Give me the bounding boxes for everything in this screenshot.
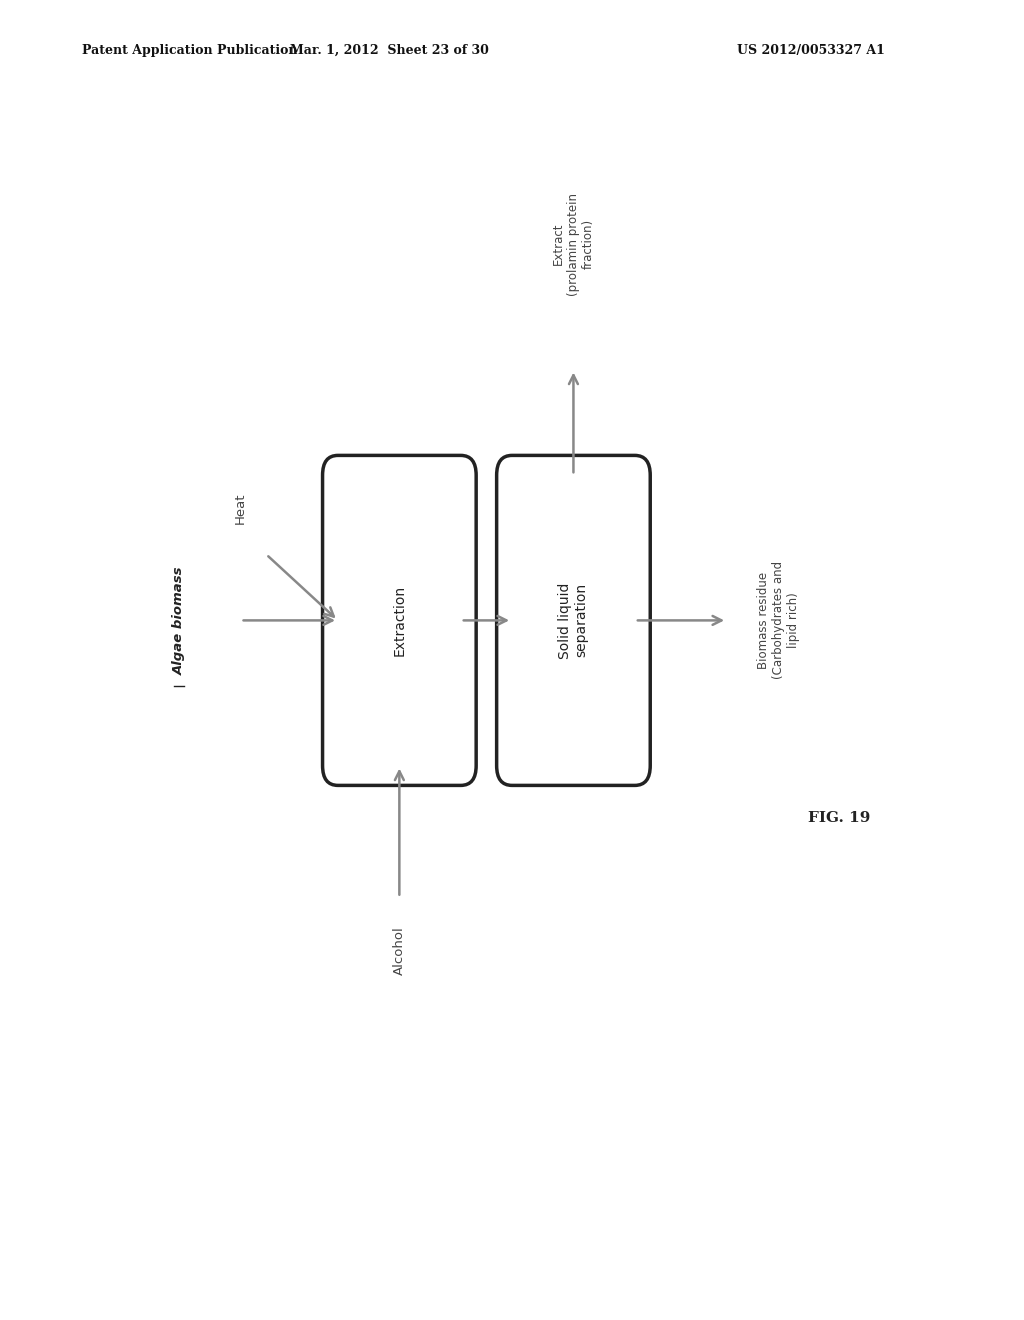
Text: Solid liquid
separation: Solid liquid separation [558, 582, 589, 659]
Text: Extraction: Extraction [392, 585, 407, 656]
Text: FIG. 19: FIG. 19 [809, 812, 870, 825]
Text: Mar. 1, 2012  Sheet 23 of 30: Mar. 1, 2012 Sheet 23 of 30 [290, 44, 488, 57]
Text: Algae biomass: Algae biomass [173, 566, 185, 675]
FancyBboxPatch shape [323, 455, 476, 785]
Text: Patent Application Publication: Patent Application Publication [82, 44, 297, 57]
Text: Alcohol: Alcohol [393, 927, 406, 974]
Text: Heat: Heat [234, 492, 247, 524]
Text: Biomass residue
(Carbohydrates and
lipid rich): Biomass residue (Carbohydrates and lipid… [757, 561, 800, 680]
FancyBboxPatch shape [497, 455, 650, 785]
Text: US 2012/0053327 A1: US 2012/0053327 A1 [737, 44, 885, 57]
Text: Extract
(prolamin protein
fraction): Extract (prolamin protein fraction) [552, 193, 595, 296]
